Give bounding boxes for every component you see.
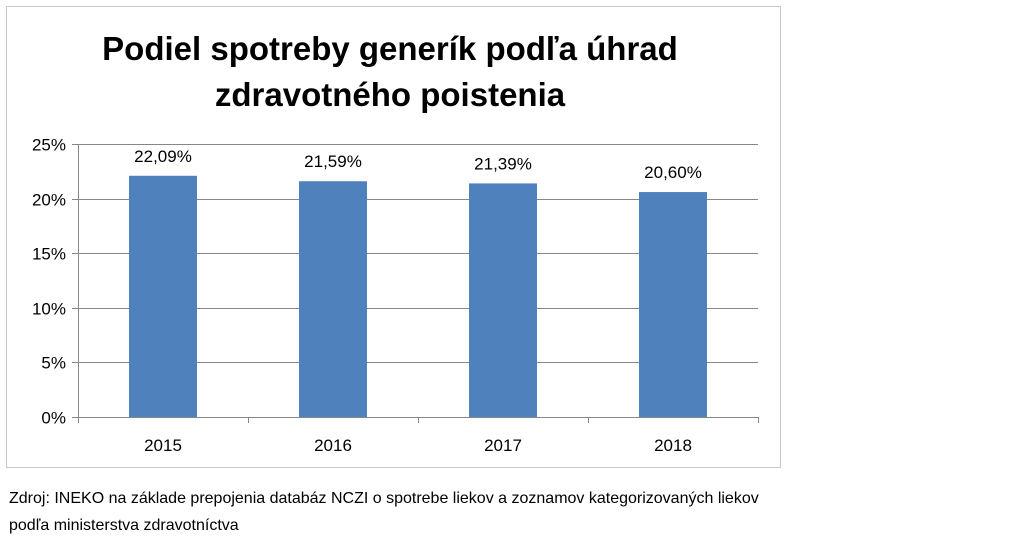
bar-2016 [299,181,367,417]
chart-title: Podiel spotreby generík podľa úhrad zdra… [20,26,760,118]
y-tick-label: 0% [41,409,66,428]
bar-2018 [639,192,707,417]
bar-2015 [129,175,197,417]
data-label-2018: 20,60% [644,163,702,182]
y-tick-label: 25% [32,136,66,155]
y-tick-label: 5% [41,354,66,373]
bar-2017 [469,183,537,417]
chart-title-line-1: Podiel spotreby generík podľa úhrad [102,30,678,67]
data-label-2015: 22,09% [134,147,192,166]
x-tick-label-2017: 2017 [484,436,522,455]
source-note-line-2: podľa ministerstva zdravotníctva [9,517,239,534]
data-label-2017: 21,39% [474,154,532,173]
source-note: Zdroj: INEKO na základe prepojenia datab… [9,485,1021,539]
x-tick-label-2018: 2018 [654,436,692,455]
chart-title-line-2: zdravotného poistenia [214,76,566,113]
x-tick-label-2015: 2015 [144,436,182,455]
y-tick-label: 15% [32,245,66,264]
source-note-line-1: Zdroj: INEKO na základe prepojenia datab… [9,490,759,507]
data-label-2016: 21,59% [304,152,362,171]
y-tick-label: 20% [32,191,66,210]
y-tick-label: 10% [32,300,66,319]
x-tick-label-2016: 2016 [314,436,352,455]
